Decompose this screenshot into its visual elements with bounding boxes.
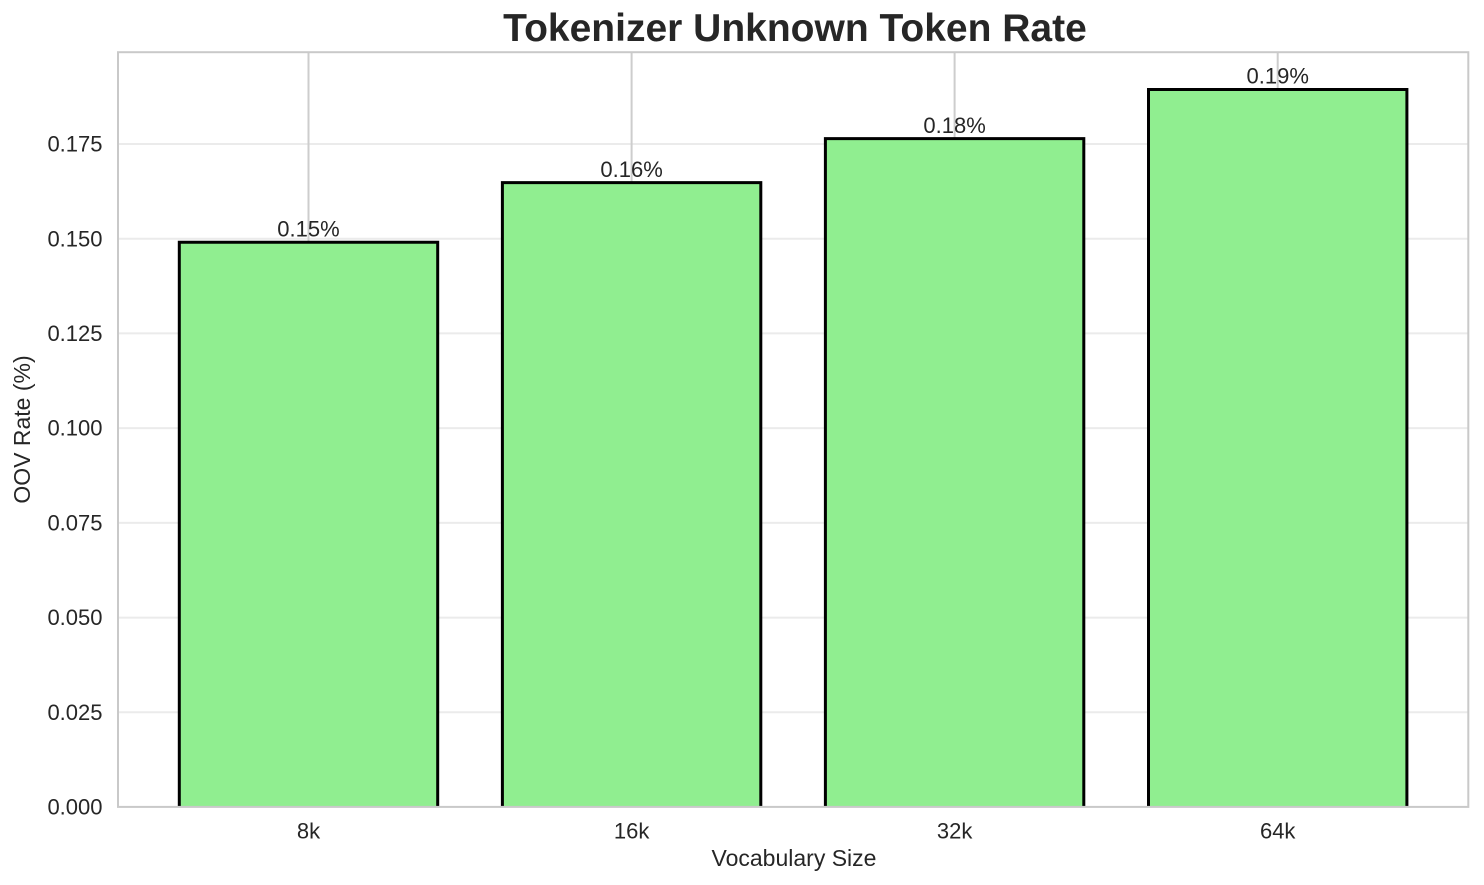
- svg-text:8k: 8k: [297, 819, 321, 844]
- svg-text:32k: 32k: [937, 819, 973, 844]
- svg-text:64k: 64k: [1260, 819, 1296, 844]
- svg-text:OOV Rate (%): OOV Rate (%): [9, 355, 35, 503]
- svg-text:0.19%: 0.19%: [1247, 64, 1309, 89]
- svg-text:0.025: 0.025: [47, 700, 102, 725]
- svg-text:0.050: 0.050: [47, 605, 102, 630]
- svg-text:0.150: 0.150: [47, 226, 102, 251]
- svg-text:0.15%: 0.15%: [277, 217, 339, 242]
- svg-text:0.175: 0.175: [47, 132, 102, 157]
- svg-text:0.075: 0.075: [47, 511, 102, 536]
- svg-text:16k: 16k: [614, 819, 650, 844]
- svg-text:0.100: 0.100: [47, 416, 102, 441]
- svg-text:0.000: 0.000: [47, 795, 102, 820]
- svg-text:0.16%: 0.16%: [600, 157, 662, 182]
- svg-text:Vocabulary Size: Vocabulary Size: [712, 845, 877, 871]
- svg-text:0.18%: 0.18%: [923, 113, 985, 138]
- svg-text:Tokenizer Unknown Token Rate: Tokenizer Unknown Token Rate: [503, 7, 1087, 50]
- svg-text:0.125: 0.125: [47, 321, 102, 346]
